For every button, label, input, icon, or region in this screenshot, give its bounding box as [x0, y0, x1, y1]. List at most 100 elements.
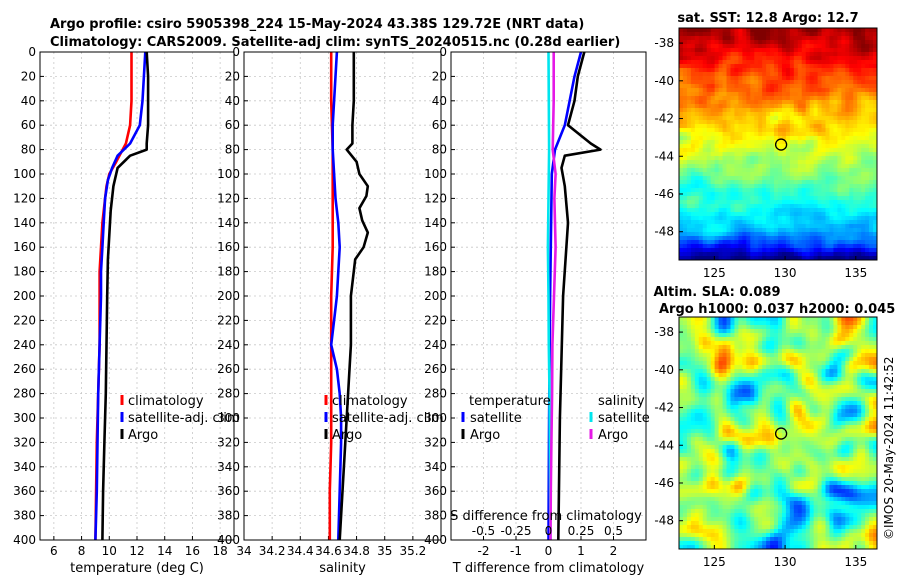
- y-tick-label: 40: [225, 94, 240, 108]
- legend-group-title: salinity: [598, 394, 645, 409]
- header-line2: Climatology: CARS2009. Satellite-adj cli…: [50, 35, 620, 50]
- map-y-tick-label: -46: [654, 187, 674, 201]
- legend-label: Argo: [470, 428, 500, 443]
- y-tick-label: 300: [217, 411, 240, 425]
- map-y-tick-label: -42: [654, 112, 674, 126]
- y-tick-label: 100: [217, 167, 240, 181]
- x-tick-label: 2: [610, 544, 618, 558]
- watermark: ©IMOS 20-May-2024 11:42:52: [882, 356, 896, 540]
- y-tick-label: 140: [424, 216, 447, 230]
- x-tick-label: 14: [157, 544, 172, 558]
- x-tick-label: 6: [50, 544, 58, 558]
- y-tick-label: 140: [217, 216, 240, 230]
- y-tick-label: 180: [13, 265, 36, 279]
- legend-label: satellite: [598, 411, 650, 426]
- y-tick-label: 220: [217, 313, 240, 327]
- y-tick-label: 320: [424, 435, 447, 449]
- salinity-panel: 0204060801001201401601802002202402602803…: [217, 45, 444, 576]
- x-tick-label: 10: [102, 544, 117, 558]
- y-tick-label: 180: [217, 265, 240, 279]
- legend-label: climatology: [332, 394, 408, 409]
- map-y-tick-label: -48: [654, 225, 674, 239]
- y-tick-label: 240: [217, 338, 240, 352]
- y-tick-label: 200: [13, 289, 36, 303]
- map-y-tick-label: -44: [654, 438, 674, 452]
- y-tick-label: 360: [424, 484, 447, 498]
- y-tick-label: 340: [217, 460, 240, 474]
- y-tick-label: 300: [13, 411, 36, 425]
- legend-label: climatology: [128, 394, 204, 409]
- map-subtitle: Argo h1000: 0.037 h2000: 0.045: [659, 302, 895, 317]
- x-tick-label: 34: [236, 544, 251, 558]
- y-tick-label: 280: [13, 387, 36, 401]
- secondary-x-tick-label: 0.5: [604, 524, 623, 538]
- x-tick-label: 34.2: [259, 544, 286, 558]
- y-tick-label: 320: [13, 435, 36, 449]
- map-y-tick-label: -38: [654, 36, 674, 50]
- y-tick-label: 200: [424, 289, 447, 303]
- y-tick-label: 20: [432, 69, 447, 83]
- y-tick-label: 320: [217, 435, 240, 449]
- y-tick-label: 40: [432, 94, 447, 108]
- x-tick-label: -2: [478, 544, 490, 558]
- x-tick-label: -1: [510, 544, 522, 558]
- y-tick-label: 380: [424, 509, 447, 523]
- x-axis-label: temperature (deg C): [70, 561, 204, 576]
- y-tick-label: 100: [424, 167, 447, 181]
- map-x-tick-label: 130: [774, 555, 797, 569]
- y-tick-label: 60: [225, 118, 240, 132]
- y-tick-label: 120: [13, 191, 36, 205]
- y-tick-label: 400: [13, 533, 36, 547]
- series-line-argo: [340, 52, 368, 540]
- y-tick-label: 380: [13, 509, 36, 523]
- y-tick-label: 240: [424, 338, 447, 352]
- y-tick-label: 120: [424, 191, 447, 205]
- y-tick-label: 280: [424, 387, 447, 401]
- map-x-tick-label: 130: [774, 266, 797, 280]
- heatmap-cells: [679, 28, 877, 260]
- map-x-tick-label: 135: [844, 555, 867, 569]
- y-tick-label: 360: [13, 484, 36, 498]
- secondary-x-tick-label: -0.25: [500, 524, 531, 538]
- y-tick-label: 260: [424, 362, 447, 376]
- y-tick-label: 80: [432, 143, 447, 157]
- x-tick-label: 0: [545, 544, 553, 558]
- y-tick-label: 300: [424, 411, 447, 425]
- y-tick-label: 0: [439, 45, 447, 59]
- y-tick-label: 360: [217, 484, 240, 498]
- map-y-tick-label: -40: [654, 363, 674, 377]
- legend-label: Argo: [598, 428, 628, 443]
- map-y-tick-label: -46: [654, 476, 674, 490]
- y-tick-label: 60: [21, 118, 36, 132]
- y-tick-label: 60: [432, 118, 447, 132]
- y-tick-label: 220: [424, 313, 447, 327]
- legend-label: Argo: [332, 428, 362, 443]
- x-tick-label: 34.6: [315, 544, 342, 558]
- map-title: Altim. SLA: 0.089: [654, 285, 781, 300]
- secondary-x-axis-label: S difference from climatology: [450, 509, 642, 524]
- map-y-tick-label: -40: [654, 74, 674, 88]
- map-x-tick-label: 135: [844, 266, 867, 280]
- map-title: sat. SST: 12.8 Argo: 12.7: [677, 11, 858, 26]
- secondary-x-tick-label: -0.5: [472, 524, 495, 538]
- y-tick-label: 160: [217, 240, 240, 254]
- y-tick-label: 380: [217, 509, 240, 523]
- x-tick-label: 35.2: [399, 544, 426, 558]
- x-tick-label: 1: [577, 544, 585, 558]
- y-tick-label: 0: [28, 45, 36, 59]
- x-tick-label: 35: [377, 544, 392, 558]
- y-tick-label: 0: [232, 45, 240, 59]
- y-tick-label: 240: [13, 338, 36, 352]
- y-tick-label: 160: [13, 240, 36, 254]
- y-tick-label: 140: [13, 216, 36, 230]
- legend-label: Argo: [128, 428, 158, 443]
- y-tick-label: 100: [13, 167, 36, 181]
- y-tick-label: 80: [225, 143, 240, 157]
- y-tick-label: 260: [217, 362, 240, 376]
- heatmap-cells: [679, 317, 877, 549]
- y-tick-label: 20: [225, 69, 240, 83]
- secondary-x-tick-label: 0: [545, 524, 553, 538]
- y-tick-label: 80: [21, 143, 36, 157]
